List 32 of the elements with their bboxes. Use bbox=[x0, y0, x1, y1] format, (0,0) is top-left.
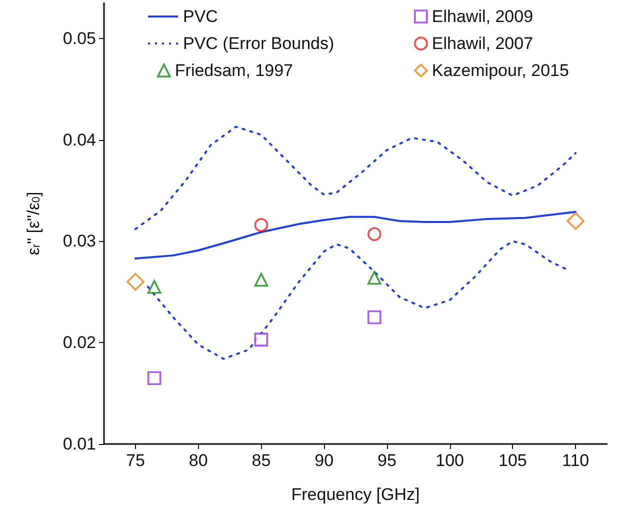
point bbox=[254, 218, 268, 232]
point bbox=[367, 270, 382, 285]
legend-label: Friedsam, 1997 bbox=[174, 61, 294, 80]
x-tick-label: 100 bbox=[436, 451, 464, 470]
x-tick-label: 80 bbox=[188, 451, 208, 470]
y-tick-label: 0.03 bbox=[62, 232, 96, 251]
point bbox=[367, 227, 382, 242]
point bbox=[147, 280, 162, 294]
x-tick-label: 85 bbox=[252, 451, 271, 470]
point bbox=[147, 371, 162, 386]
y-tick-label: 0.01 bbox=[62, 434, 96, 454]
point bbox=[254, 272, 268, 287]
legend-label: Kazemipour, 2015 bbox=[432, 61, 569, 80]
x-axis-title: Frequency [GHz] bbox=[291, 485, 420, 504]
point bbox=[126, 272, 144, 291]
point bbox=[254, 332, 268, 346]
point bbox=[367, 310, 382, 324]
x-tick-label: 75 bbox=[126, 451, 145, 470]
x-tick-label: 90 bbox=[314, 451, 334, 470]
y-tick-label: 0.02 bbox=[62, 333, 96, 352]
line-series bbox=[134, 126, 577, 230]
point bbox=[566, 212, 584, 230]
x-tick-label: 105 bbox=[498, 451, 527, 470]
legend-label: PVC bbox=[183, 7, 218, 26]
legend-label: PVC (Error Bounds) bbox=[183, 34, 334, 53]
x-tick-label: 110 bbox=[562, 451, 590, 470]
y-tick-label: 0.04 bbox=[62, 130, 96, 150]
y-tick-label: 0.05 bbox=[62, 28, 96, 48]
y-axis-title: εr" [ε"/ε0] bbox=[24, 192, 43, 256]
x-tick-label: 95 bbox=[377, 451, 396, 470]
legend-label: Elhawil, 2009 bbox=[432, 7, 534, 26]
legend-label: Elhawil, 2007 bbox=[432, 34, 534, 53]
